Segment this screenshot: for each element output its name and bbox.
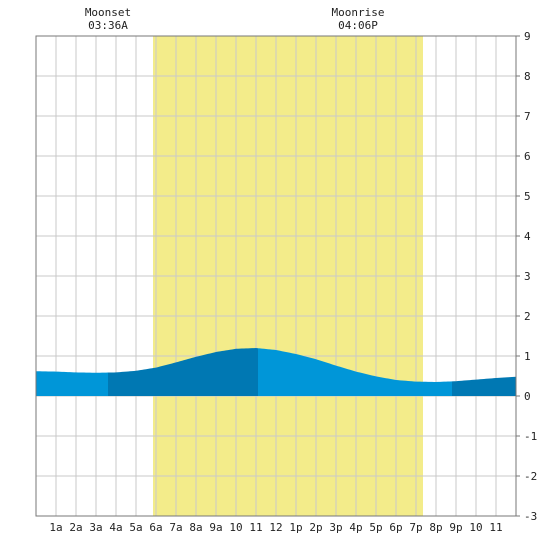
x-tick-label: 2p xyxy=(309,521,322,534)
moon-event-time: 04:06P xyxy=(338,19,378,32)
x-tick-label: 1a xyxy=(49,521,62,534)
x-tick-label: 5p xyxy=(369,521,382,534)
moon-event-time: 03:36A xyxy=(88,19,128,32)
y-tick-label: 8 xyxy=(524,70,531,83)
y-tick-label: 5 xyxy=(524,190,531,203)
x-tick-label: 6a xyxy=(149,521,162,534)
x-tick-label: 3a xyxy=(89,521,102,534)
y-tick-label: 6 xyxy=(524,150,531,163)
x-tick-label: 4p xyxy=(349,521,362,534)
y-tick-label: 2 xyxy=(524,310,531,323)
y-tick-label: 0 xyxy=(524,390,531,403)
x-tick-label: 11 xyxy=(249,521,262,534)
y-tick-label: 4 xyxy=(524,230,531,243)
tide-band-3 xyxy=(258,348,452,396)
moon-event-label: Moonset xyxy=(85,6,131,19)
tide-band-1 xyxy=(36,371,108,396)
x-tick-label: 10 xyxy=(469,521,482,534)
x-tick-label: 3p xyxy=(329,521,342,534)
y-tick-label: 1 xyxy=(524,350,531,363)
x-tick-label: 5a xyxy=(129,521,142,534)
y-tick-label: 9 xyxy=(524,30,531,43)
x-tick-label: 4a xyxy=(109,521,122,534)
x-tick-label: 7p xyxy=(409,521,422,534)
x-tick-label: 1p xyxy=(289,521,302,534)
y-tick-label: -2 xyxy=(524,470,537,483)
x-tick-label: 8p xyxy=(429,521,442,534)
x-tick-label: 10 xyxy=(229,521,242,534)
tide-band-2 xyxy=(108,348,258,396)
x-tick-label: 9a xyxy=(209,521,222,534)
x-tick-label: 12 xyxy=(269,521,282,534)
x-tick-label: 2a xyxy=(69,521,82,534)
moon-event-label: Moonrise xyxy=(332,6,385,19)
tide-band-4 xyxy=(452,376,516,396)
x-tick-label: 9p xyxy=(449,521,462,534)
y-tick-label: 3 xyxy=(524,270,531,283)
x-tick-label: 7a xyxy=(169,521,182,534)
y-tick-label: 7 xyxy=(524,110,531,123)
x-tick-label: 6p xyxy=(389,521,402,534)
y-tick-label: -3 xyxy=(524,510,537,523)
x-tick-label: 8a xyxy=(189,521,202,534)
y-tick-label: -1 xyxy=(524,430,537,443)
x-tick-label: 11 xyxy=(489,521,502,534)
